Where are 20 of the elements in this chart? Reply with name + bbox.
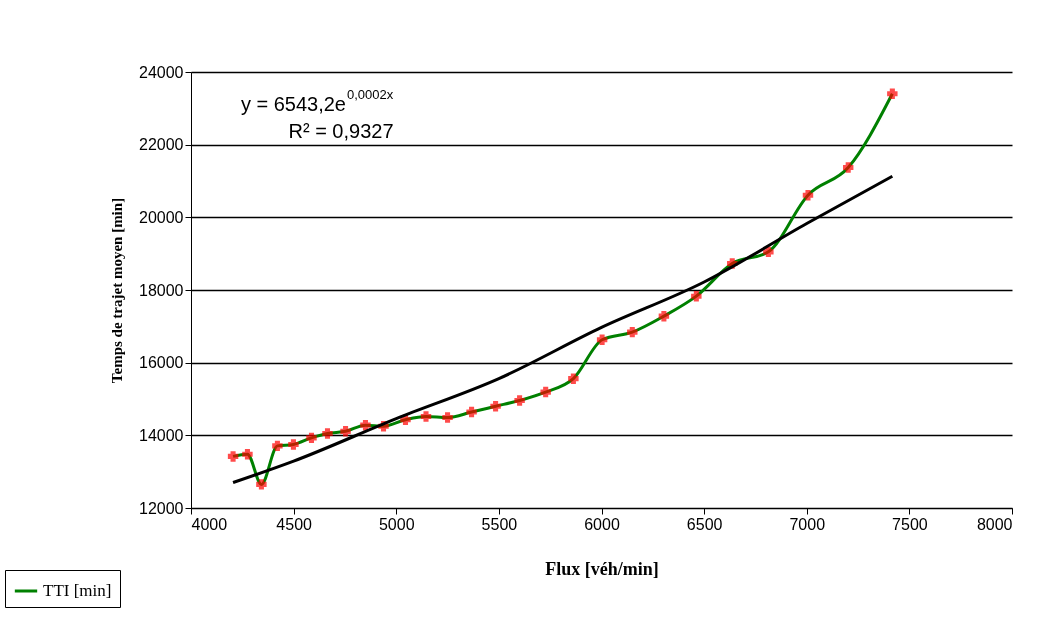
x-tick-label: 6500 bbox=[686, 515, 723, 533]
x-tick-label: 4000 bbox=[191, 515, 228, 533]
x-tick-label: 5500 bbox=[481, 515, 518, 533]
y-tick-label: 22000 bbox=[139, 136, 184, 154]
y-tick-label: 16000 bbox=[139, 354, 184, 372]
legend-label: TTI [min] bbox=[43, 581, 112, 600]
x-tick-label: 5000 bbox=[378, 515, 415, 533]
x-axis-title: Flux [véh/min] bbox=[545, 558, 659, 579]
x-tick-label: 4500 bbox=[276, 515, 313, 533]
y-tick-label: 12000 bbox=[139, 499, 184, 517]
x-tick-label: 6000 bbox=[584, 515, 620, 533]
x-tick-label: 8000 bbox=[976, 515, 1013, 533]
y-tick-label: 18000 bbox=[139, 281, 184, 299]
annotation: R² = 0,9327 bbox=[288, 120, 394, 142]
y-tick-label: 14000 bbox=[139, 426, 184, 444]
x-tick-label: 7500 bbox=[892, 515, 928, 533]
y-tick-label: 24000 bbox=[139, 63, 184, 81]
y-tick-label: 20000 bbox=[139, 208, 184, 226]
x-tick-label: 7000 bbox=[789, 515, 826, 533]
y-axis-title: Temps de trajet moyen [min] bbox=[109, 197, 126, 384]
